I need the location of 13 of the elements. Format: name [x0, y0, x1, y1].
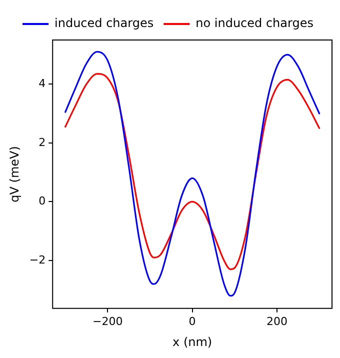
line-series [64, 50, 320, 297]
y-tick-label: −2 [29, 253, 46, 266]
legend-label: induced charges [54, 16, 154, 30]
y-tick-label: 0 [38, 194, 46, 208]
legend-label: no induced charges [196, 16, 314, 30]
line-series [64, 73, 320, 270]
y-tick-label: 4 [38, 76, 46, 90]
x-tick-label: −200 [92, 314, 123, 328]
y-tick-label: 2 [38, 136, 46, 149]
y-axis-title: qV (meV) [7, 146, 22, 202]
x-axis-title: x (nm) [172, 334, 212, 349]
x-tick-label: 200 [266, 314, 288, 328]
x-tick-label: 0 [188, 314, 196, 328]
